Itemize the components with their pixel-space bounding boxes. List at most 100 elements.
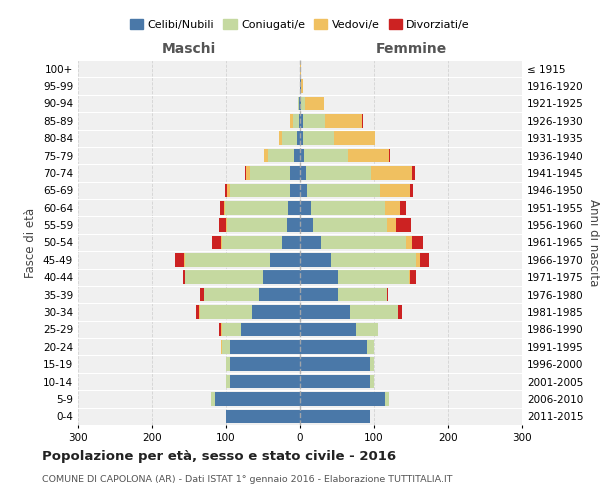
Bar <box>331 253 416 266</box>
Bar <box>400 201 406 214</box>
Bar <box>385 201 400 214</box>
Bar <box>300 358 370 371</box>
Y-axis label: Fasce di età: Fasce di età <box>25 208 37 278</box>
Bar <box>410 270 416 284</box>
Bar <box>398 305 402 319</box>
Bar <box>241 322 300 336</box>
Bar <box>199 305 200 319</box>
Bar <box>183 270 185 284</box>
Bar <box>386 288 388 302</box>
Bar <box>300 96 301 110</box>
Bar <box>412 166 415 180</box>
Bar <box>246 166 250 180</box>
Bar <box>300 392 385 406</box>
Bar <box>227 218 287 232</box>
Bar <box>221 236 222 250</box>
Bar <box>184 253 185 266</box>
Bar <box>218 218 226 232</box>
Bar <box>300 236 321 250</box>
Legend: Celibi/Nubili, Coniugati/e, Vedovi/e, Divorziati/e: Celibi/Nubili, Coniugati/e, Vedovi/e, Di… <box>125 14 475 34</box>
Bar <box>380 184 410 197</box>
Bar <box>211 392 215 406</box>
Bar <box>220 322 221 336</box>
Bar <box>371 166 412 180</box>
Bar <box>226 410 300 423</box>
Bar <box>301 80 303 93</box>
Bar <box>385 392 389 406</box>
Bar <box>287 218 300 232</box>
Bar <box>293 114 299 128</box>
Bar <box>263 270 300 284</box>
Bar <box>200 305 252 319</box>
Bar <box>200 288 204 302</box>
Bar <box>303 132 334 145</box>
Bar <box>227 184 230 197</box>
Bar <box>389 149 390 162</box>
Bar <box>224 201 225 214</box>
Bar <box>350 305 398 319</box>
Bar <box>204 288 259 302</box>
Bar <box>300 322 355 336</box>
Bar <box>282 132 297 145</box>
Bar <box>348 149 389 162</box>
Bar <box>410 184 413 197</box>
Bar <box>355 322 378 336</box>
Bar <box>311 201 385 214</box>
Bar <box>185 270 263 284</box>
Bar <box>297 132 300 145</box>
Bar <box>300 166 306 180</box>
Bar <box>303 114 325 128</box>
Bar <box>252 305 300 319</box>
Bar <box>271 253 300 266</box>
Bar <box>230 184 290 197</box>
Bar <box>306 166 371 180</box>
Bar <box>290 114 293 128</box>
Bar <box>259 288 300 302</box>
Bar <box>250 166 290 180</box>
Bar <box>300 218 313 232</box>
Bar <box>334 132 375 145</box>
Bar <box>300 80 301 93</box>
Bar <box>288 201 300 214</box>
Bar <box>265 149 268 162</box>
Bar <box>307 184 380 197</box>
Y-axis label: Anni di nascita: Anni di nascita <box>587 199 600 286</box>
Bar <box>300 62 301 76</box>
Bar <box>230 340 300 353</box>
Bar <box>290 184 300 197</box>
Bar <box>409 270 410 284</box>
Bar <box>396 218 411 232</box>
Bar <box>221 340 222 353</box>
Bar <box>362 114 363 128</box>
Bar <box>338 270 409 284</box>
Bar <box>338 288 386 302</box>
Bar <box>300 375 370 388</box>
Bar <box>300 149 304 162</box>
Bar <box>300 132 303 145</box>
Bar <box>388 218 396 232</box>
Bar <box>221 322 222 336</box>
Bar <box>290 166 300 180</box>
Bar <box>300 305 350 319</box>
Text: Femmine: Femmine <box>376 42 446 56</box>
Bar <box>321 236 406 250</box>
Bar <box>175 253 184 266</box>
Bar <box>298 96 299 110</box>
Bar <box>294 149 300 162</box>
Bar <box>268 149 294 162</box>
Bar <box>226 218 227 232</box>
Bar <box>225 184 227 197</box>
Bar <box>416 253 420 266</box>
Bar <box>226 358 230 371</box>
Bar <box>305 96 323 110</box>
Bar <box>300 114 303 128</box>
Bar <box>300 288 338 302</box>
Bar <box>281 236 300 250</box>
Bar <box>230 375 300 388</box>
Bar <box>230 358 300 371</box>
Bar <box>212 236 221 250</box>
Bar <box>406 236 412 250</box>
Bar <box>300 410 370 423</box>
Bar <box>370 375 374 388</box>
Bar <box>300 184 307 197</box>
